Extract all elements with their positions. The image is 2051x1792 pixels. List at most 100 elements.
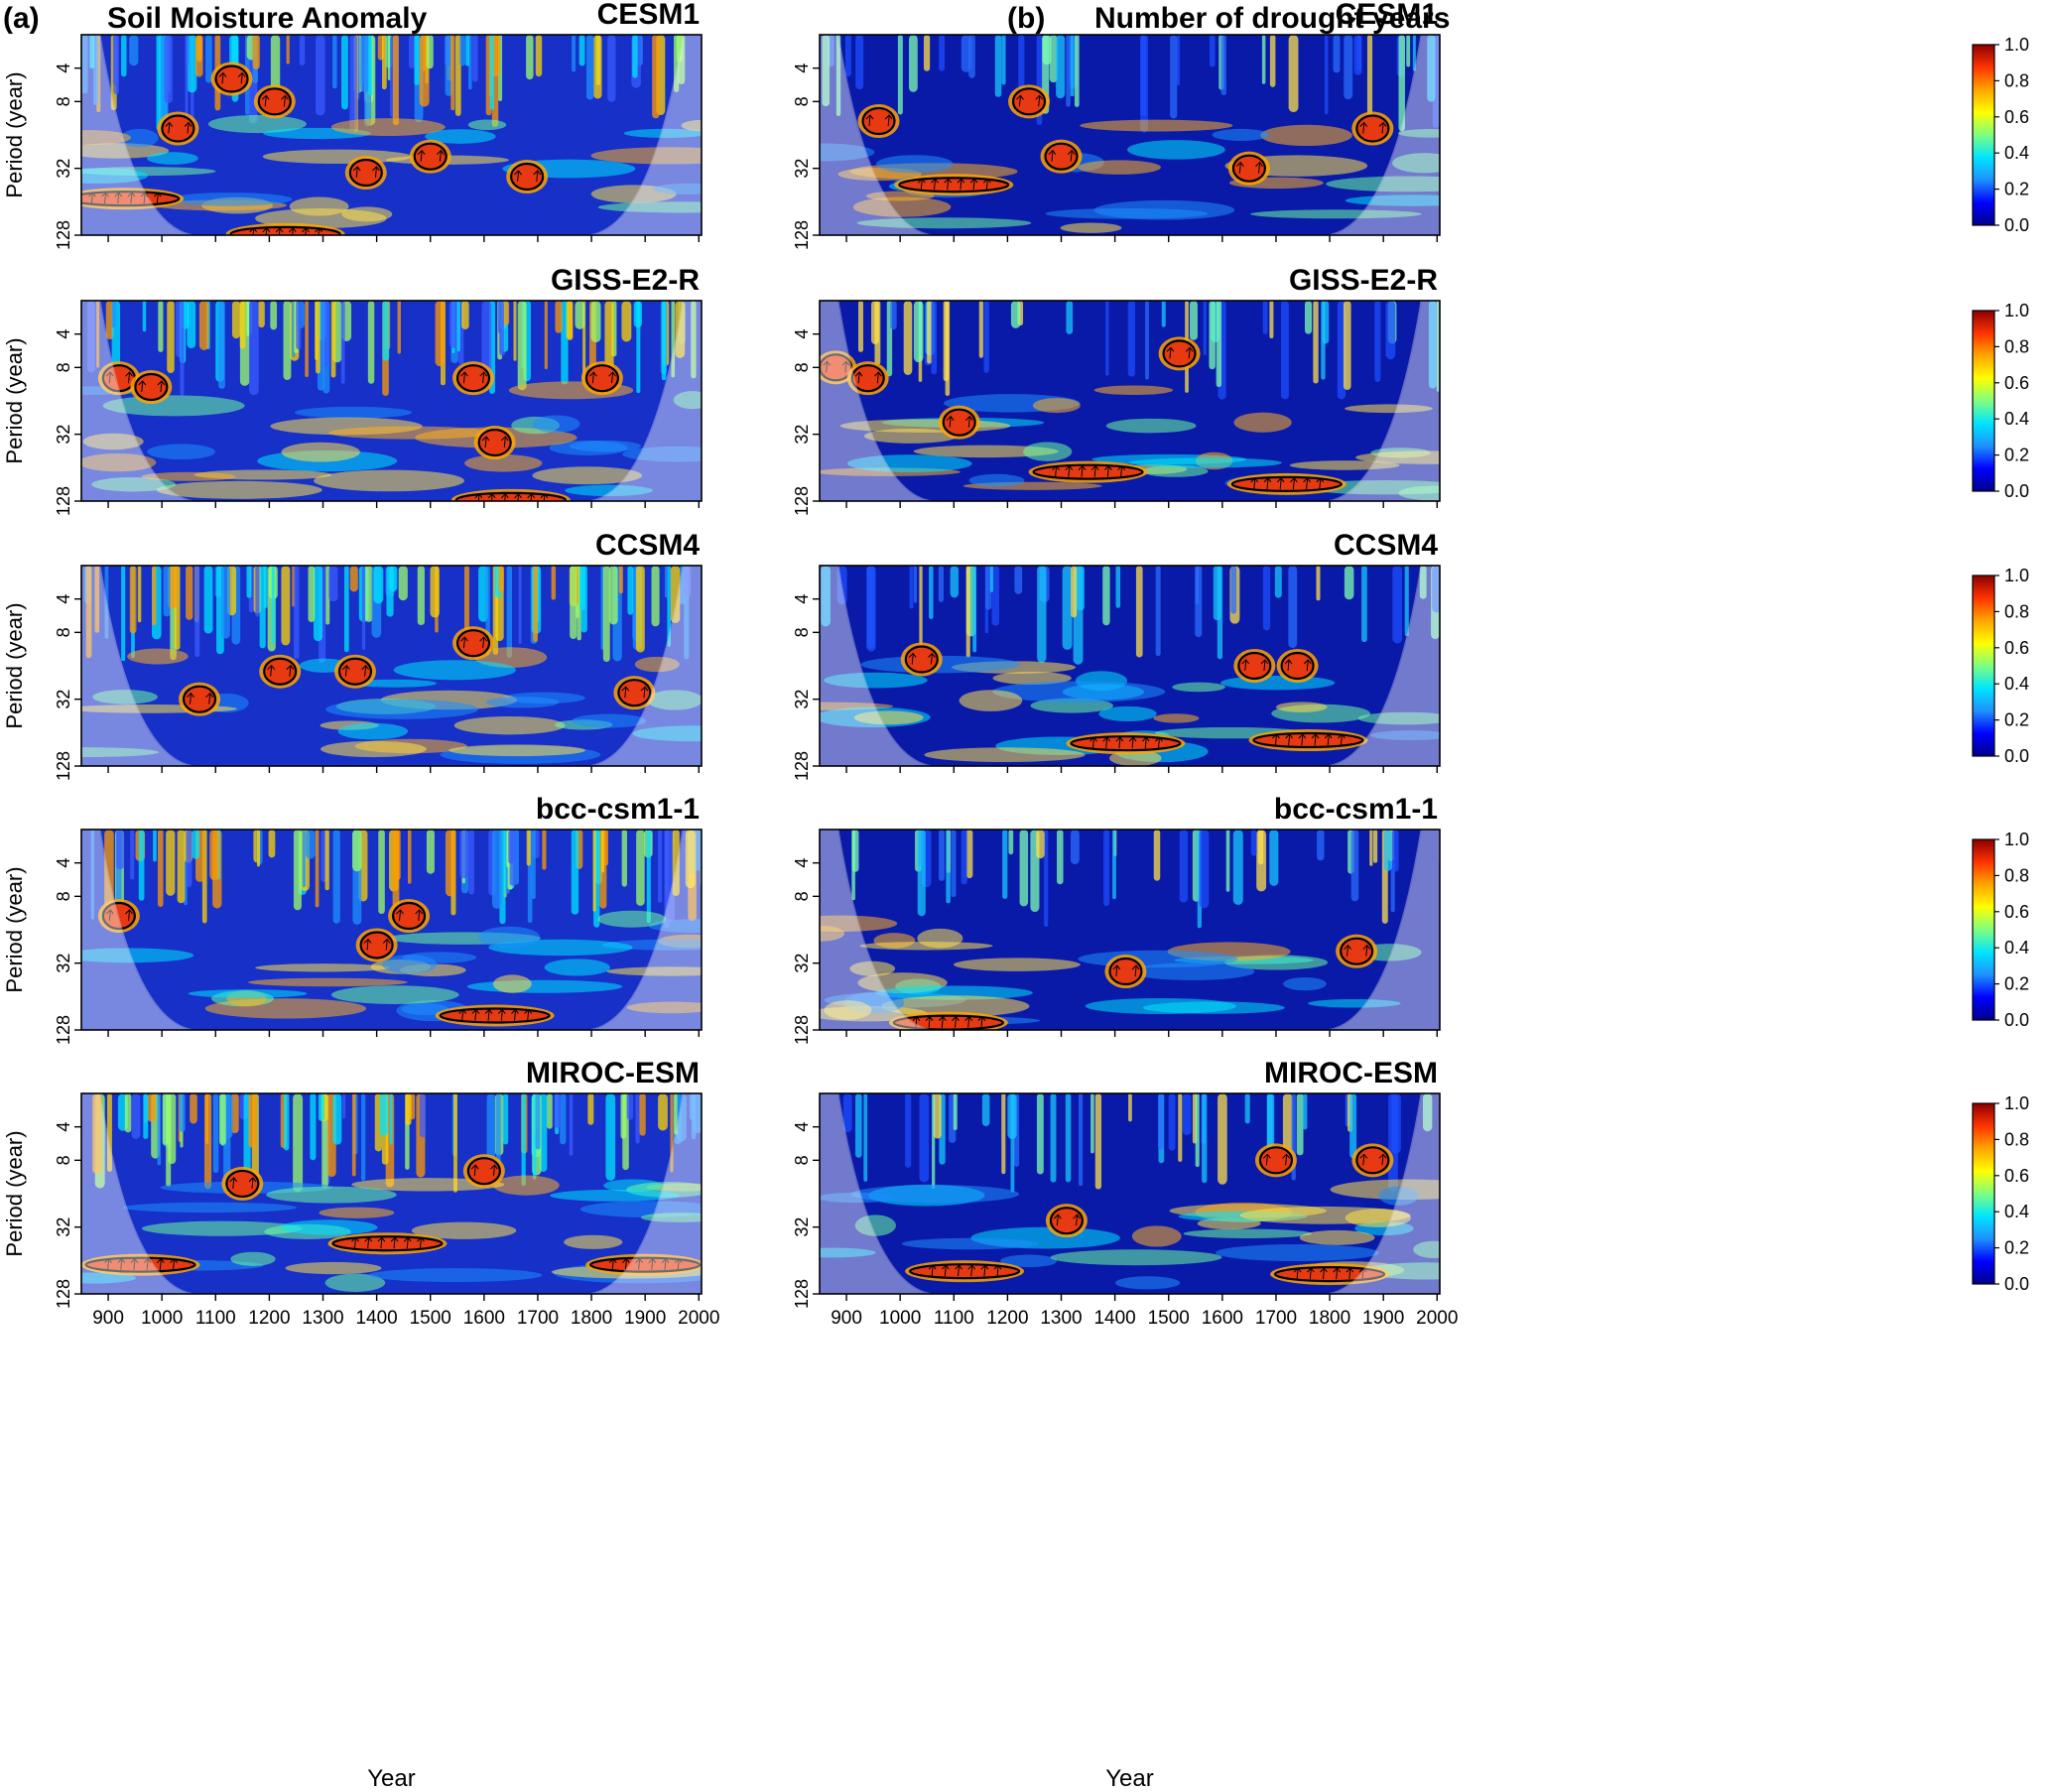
significant-region (1252, 731, 1364, 749)
phase-arrow (1131, 964, 1140, 977)
coherence-streak (1262, 301, 1268, 334)
coherence-streak (246, 566, 252, 598)
phase-arrow (608, 1257, 617, 1270)
x-tick-label: 1500 (410, 1308, 451, 1329)
coherence-band (1142, 464, 1209, 477)
phase-arrow (1306, 1267, 1315, 1280)
phase-arrow (969, 178, 978, 191)
coherence-streak (343, 566, 349, 653)
panel-a-ccsm4: CCSM4 4 8 32 128 Period (year) (2, 529, 703, 781)
phase-arrow (588, 371, 597, 384)
coherence-band (1299, 1229, 1375, 1245)
significant-region (337, 657, 373, 686)
coherence-band (352, 679, 438, 688)
y-tick-label: 4 (54, 1122, 73, 1132)
coherence-streak (1128, 1093, 1132, 1122)
coherence-band (634, 656, 680, 673)
coherence-band (141, 1220, 303, 1236)
coherence-streak (283, 301, 292, 381)
coherence-streak (626, 1093, 634, 1120)
significant-region (454, 491, 567, 501)
phase-arrow (1117, 464, 1125, 477)
phase-arrow (364, 1236, 373, 1249)
phase-arrow (1311, 733, 1320, 746)
coherence-streak (472, 35, 478, 82)
cone-of-influence (820, 1093, 1440, 1294)
coherence-streak (349, 35, 357, 132)
y-tick-label: 4 (792, 858, 812, 868)
coherence-streak (248, 1093, 256, 1148)
coherence-streak (381, 35, 387, 90)
coherence-streak (116, 830, 125, 870)
coherence-streak (561, 301, 569, 385)
coherence-band (289, 196, 349, 216)
coherence-streak (94, 566, 100, 633)
coherence-streak (271, 566, 275, 644)
coherence-streak (1316, 566, 1321, 601)
coherence-streak (539, 1093, 548, 1172)
coherence-band (859, 941, 993, 951)
colorbar-tick-label: 0.8 (2004, 601, 2029, 621)
phase-arrow (187, 692, 194, 704)
coherence-streak (994, 35, 1002, 97)
phase-arrow (490, 1164, 498, 1177)
phase-arrow (143, 1257, 152, 1270)
phase-arrow (928, 652, 936, 665)
x-tick-label: 1400 (355, 1308, 397, 1329)
phase-arrow (479, 636, 488, 649)
coherence-streak (330, 301, 336, 378)
coherence-band (448, 744, 586, 757)
colorbar-tick-label: 0.4 (2004, 938, 2029, 958)
phase-arrow (608, 371, 616, 384)
coherence-streak (1288, 566, 1298, 649)
y-tick-label: 32 (54, 1217, 73, 1237)
coherence-streak (1105, 301, 1109, 376)
phase-arrow (351, 1236, 359, 1249)
model-name: MIROC-ESM (1264, 1057, 1438, 1089)
y-axis-label: Period (year) (2, 337, 27, 463)
significant-region (214, 64, 249, 93)
phase-arrow (514, 493, 522, 501)
coherence-band (81, 168, 149, 185)
plot-frame (819, 34, 1441, 236)
coherence-streak (186, 566, 193, 620)
coherence-streak (535, 1093, 541, 1150)
coherence-streak (684, 566, 692, 597)
coherence-streak (871, 301, 879, 345)
coherence-streak (96, 301, 100, 368)
coherence-band (281, 442, 360, 462)
panel-a-miroc-esm: MIROC-ESM 4 8 32 128 Period (year) 900 1000 1100… (2, 1057, 719, 1792)
coherence-streak (481, 301, 492, 379)
significant-region (909, 1263, 1021, 1280)
phase-arrow (1255, 161, 1263, 174)
coherence-streak (691, 301, 697, 379)
coherence-band (147, 152, 198, 165)
coherence-band (91, 476, 177, 492)
phase-arrow (1048, 149, 1057, 162)
y-tick-label: 128 (54, 486, 73, 516)
coherence-streak (168, 1093, 177, 1165)
coherence-band (1378, 1186, 1419, 1206)
coherence-band (1369, 730, 1440, 740)
coherence-streak (459, 830, 469, 879)
coherence-streak (305, 301, 309, 378)
coherence-streak (491, 830, 502, 909)
significant-region (850, 364, 885, 393)
coherence-streak (855, 35, 864, 90)
significant-region (1273, 1266, 1386, 1283)
coherence-streak (931, 301, 938, 375)
coherence-band (1239, 1206, 1411, 1224)
phase-arrow (470, 1164, 479, 1177)
coherence-band (856, 217, 1032, 229)
panel-b-title: Number of drought years (1094, 2, 1450, 35)
coherence-streak (194, 566, 200, 658)
coherence-streak (636, 301, 641, 394)
coherence-streak (961, 830, 967, 885)
coherence-streak (256, 830, 261, 867)
coherence-band (597, 910, 667, 928)
coherence-band (572, 713, 647, 728)
coherence-streak (1014, 566, 1023, 594)
panel-a-cesm1: CESM1 4 8 32 128 Period (year) (2, 0, 703, 250)
significant-region (101, 901, 136, 931)
